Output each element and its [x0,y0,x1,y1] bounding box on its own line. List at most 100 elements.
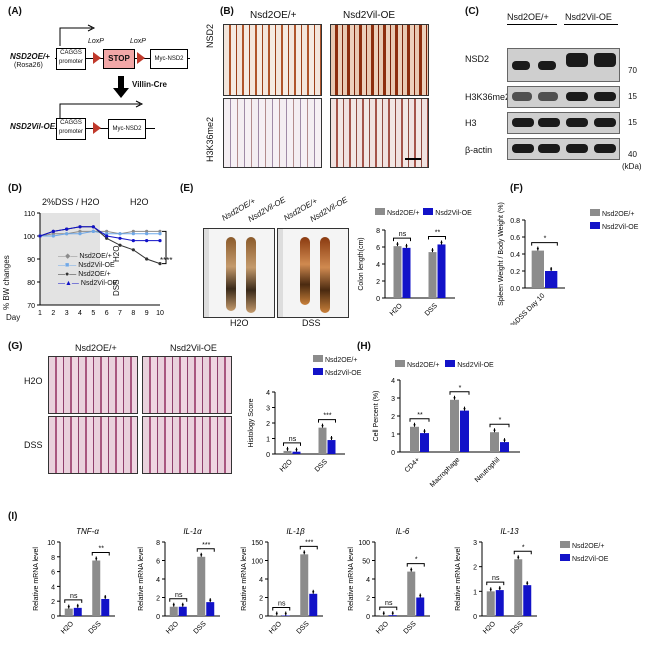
loxp-icon-1 [93,52,101,64]
sig-label: *** [202,542,210,549]
x-tick-label: 4 [78,310,82,317]
y-tick-label: 6 [51,570,55,577]
bar [327,440,336,454]
y-tick-label: 2 [473,565,477,572]
ihc-image-h3k36me2-oe [223,98,322,168]
construct-line-2 [55,128,155,129]
bar [420,433,429,452]
x-tick-label: Macrophage [429,456,462,489]
bar [309,593,318,616]
x-tick-label: DSS [510,620,525,635]
y-tick-label: 4 [266,390,270,397]
sig-bracket [379,606,398,611]
x-tick-label: DSS [424,302,439,317]
x-tick-label: DSS [296,620,311,635]
chart-title: IL-6 [396,527,410,536]
chart-title: IL-1α [183,527,202,536]
sig-bracket [196,548,215,552]
y-tick-label: 4 [156,577,160,584]
sig-bracket [449,391,470,395]
wb-band [512,144,534,153]
sig-label: ** [99,546,105,553]
panel-c-group-vil: Nsd2Vil-OE [565,12,612,22]
wb-band [566,144,588,153]
wb-blot-h3k36me2 [507,86,620,108]
wb-band [566,53,588,67]
villin-cre-label: Villin-Cre [132,80,167,89]
bar [393,246,402,298]
data-point [158,262,162,266]
sig-bracket [486,581,505,586]
data-point [145,239,149,243]
data-point [131,239,135,243]
y-tick-label: 3 [266,406,270,413]
data-point [503,439,506,442]
sig-bracket [489,423,510,428]
legend-swatch-vil [590,222,600,229]
x-tick-label: Neutrophil [474,456,502,484]
bar [523,585,532,616]
loxp-label-2: LoxP [130,38,146,45]
data-point [78,225,82,229]
x-tick-label: 7 [118,310,122,317]
y-tick-label: 0.0 [510,286,520,293]
y-tick-label: 0.6 [510,235,520,242]
x-tick-label: 2 [51,310,55,317]
stop-cassette: STOP [103,49,135,69]
myc-nsd2-box-1: Myc-NSD2 [150,49,188,69]
data-point [391,612,394,615]
wb-mw-nsd2: 70 [628,66,637,75]
y-axis-label: Cell Percent (%) [373,391,380,442]
y-tick-label: 2 [376,279,380,286]
chart-title: IL-1β [286,527,305,536]
sig-bracket [283,442,301,446]
data-point [517,556,520,559]
x-tick-label: 3 [65,310,69,317]
panel-b-row-h3k36me2: H3K36me2 [205,116,215,162]
data-point [419,594,422,597]
bar [283,450,292,454]
data-point [209,599,212,602]
data-point [158,229,162,233]
legend-item: —◆— Nsd2OE/+ [58,253,112,260]
x-tick-label: 10 [156,310,164,317]
bar [514,559,523,616]
wb-kda-label: (kDa) [622,162,642,171]
sig-label: ns [70,593,78,600]
y-tick-label: 0 [156,614,160,621]
panel-e-legend: Nsd2OE/+ Nsd2Vil-OE [375,208,472,217]
y-tick-label: 100 [251,559,263,566]
data-point [405,244,408,247]
y-tick-label: 0 [51,614,55,621]
chart-i-il1b: 150 100 4 2 0 H2O ns DSS *** Relative mRNA level I… [241,527,323,636]
loxp-icon-2 [137,52,145,64]
wb-band [566,92,588,101]
panel-d-xlabel: Day [6,313,21,322]
y-tick-label: 110 [24,211,35,218]
sig-bracket [393,237,411,242]
y-axis-label: Relative mRNA level [455,547,462,611]
bar [318,427,327,454]
data-point [118,236,122,240]
wb-label-nsd2: NSD2 [465,54,490,64]
allele-vil-label: NSD2Vil-OE [10,122,56,131]
bar [206,602,215,616]
legend-swatch-oe [313,355,323,362]
wb-mw-h3: 15 [628,118,637,127]
y-axis-label: Spleen Weight / Body Weight (%) [498,202,505,306]
sig-label: *** [323,413,331,420]
x-tick-label: H2O [482,620,498,636]
legend-swatch-oe [375,208,385,215]
panel-b-row-nsd2: NSD2 [205,23,215,48]
data-point [105,232,109,236]
y-tick-label: 100 [358,540,370,547]
data-point [158,239,162,243]
promoter-box-1: CAGGS promoter [56,48,86,70]
transcription-arrow-2 [59,100,144,118]
data-point [51,234,55,238]
histology-image-dss-oe [48,416,138,474]
wb-band [512,118,534,127]
y-tick-label: 1 [473,589,477,596]
loxp-label-1: LoxP [88,38,104,45]
x-tick-label: DSS [403,620,418,635]
